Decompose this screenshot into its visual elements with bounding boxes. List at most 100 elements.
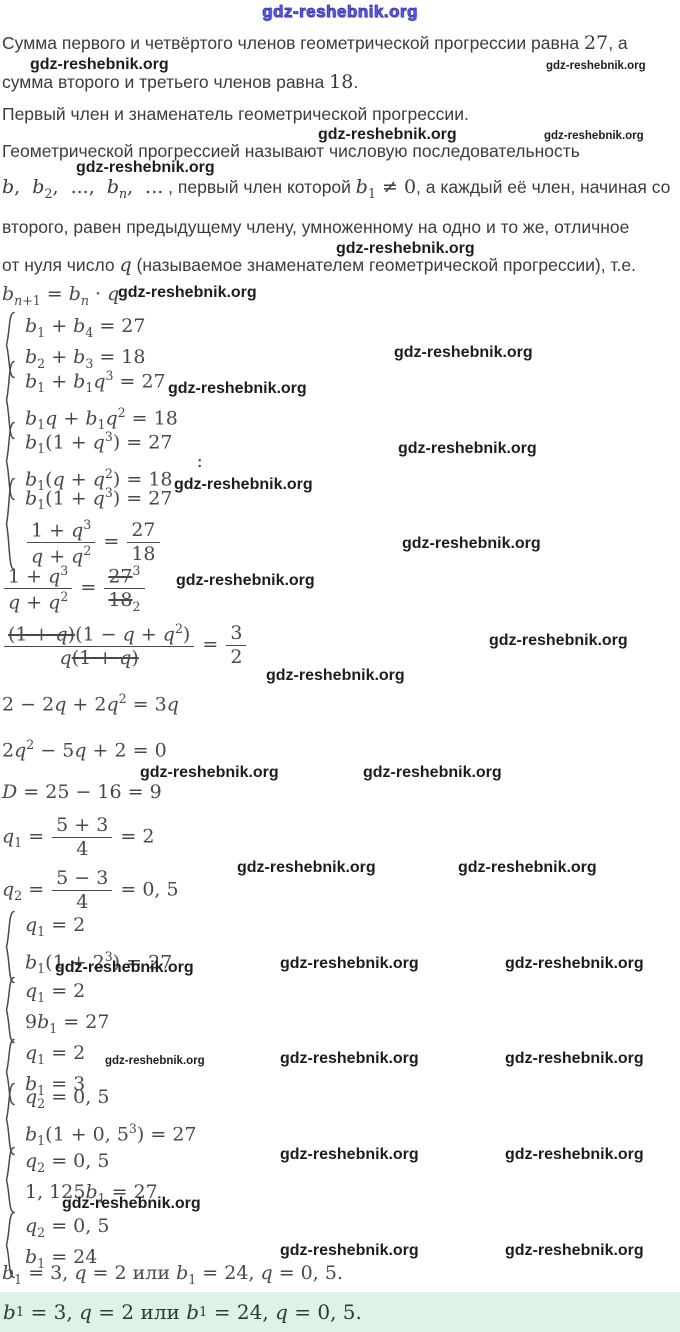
brace-icon (5, 976, 15, 1044)
math-line: b1 = 3, q = 2 или b1 = 24, q = 0, 5. (2, 1262, 343, 1287)
system-brace (2, 910, 16, 984)
watermark: gdz-reshebnik.org (402, 535, 541, 552)
brace-icon (5, 311, 15, 379)
watermark: gdz-reshebnik.org (280, 1050, 419, 1067)
brace-icon (5, 1082, 15, 1156)
system-brace (2, 1146, 16, 1214)
brace-icon (5, 910, 15, 984)
equation-system: q1 = 2 b1 = 3 (2, 1038, 85, 1106)
watermark: gdz-reshebnik.org (30, 56, 169, 73)
equation-system: q2 = 0, 5 b1(1 + 0, 53) = 27 (2, 1082, 197, 1156)
math-line: D = 25 − 16 = 9 (2, 781, 162, 803)
system-brace (2, 1082, 16, 1156)
watermark: gdz-reshebnik.org (76, 159, 215, 176)
watermark: gdz-reshebnik.org (318, 126, 457, 143)
brace-icon (5, 1211, 15, 1279)
watermark: gdz-reshebnik.org (505, 1050, 644, 1067)
equation-row: b1 + b4 = 27 (25, 315, 146, 340)
watermark: gdz-reshebnik.org (140, 764, 279, 781)
equation-system: q2 = 0, 5 b1 = 24 (2, 1211, 109, 1279)
paragraph-line: сумма второго и третьего членов равна 18… (2, 71, 359, 93)
equation-row: b1 + b1q3 = 27 (25, 367, 166, 395)
brace-icon (5, 477, 15, 571)
paragraph-line: Сумма первого и четвёртого членов геомет… (2, 32, 628, 54)
watermark: gdz-reshebnik.org (544, 130, 644, 142)
watermark: gdz-reshebnik.org (280, 955, 419, 972)
equation-row: b1(1 + q3) = 27 (25, 484, 173, 512)
brace-icon (5, 1038, 15, 1106)
brace-icon (5, 360, 15, 440)
watermark: gdz-reshebnik.org (398, 440, 537, 457)
watermark: gdz-reshebnik.org (55, 959, 194, 976)
watermark: gdz-reshebnik.org (336, 240, 475, 257)
equation-row: b1q + b1q2 = 18 (25, 405, 178, 433)
watermark: gdz-reshebnik.org (62, 1195, 201, 1212)
equation-row: q2 = 0, 5 (25, 1086, 110, 1111)
equation-system: q1 = 2 b1(1 + 23) = 27 (2, 910, 172, 984)
math-line: 2q2 − 5q + 2 = 0 (2, 737, 167, 762)
system-brace (2, 1211, 16, 1279)
watermark: gdz-reshebnik.org (266, 667, 405, 684)
equation-row: b1 = 3 (25, 1073, 86, 1098)
math-line: 1 + q3 q + q2 = 273 182 (2, 563, 147, 614)
equation-row: b1 = 24 (25, 1246, 98, 1271)
equation-row: 9b1 = 27 (25, 1011, 110, 1036)
watermark: gdz-reshebnik.org (363, 764, 502, 781)
equation-system: q1 = 2 9b1 = 27 (2, 976, 109, 1044)
equation-row: q2 = 0, 5 (25, 1215, 110, 1240)
equation-system: b1(1 + q3) = 27 1 + q3 q + q2 = 27 18 (2, 477, 172, 571)
equation-system: b1 + b4 = 27 b2 + b3 = 18 (2, 311, 146, 379)
system-brace (2, 311, 16, 379)
math-line: bn+1 = bn · q (2, 283, 120, 308)
equation-system: q2 = 0, 5 1, 125b1 = 27 (2, 1146, 158, 1214)
equation-row: b1(q + q2) = 18 (25, 466, 173, 494)
site-logo: gdz-reshebnik.org (262, 2, 418, 22)
equation-row: b1(1 + 23) = 27 (25, 948, 173, 976)
watermark: gdz-reshebnik.org (280, 1242, 419, 1259)
system-brace (2, 360, 16, 440)
equation-system: b1 + b1q3 = 27 b1q + b1q2 = 18 (2, 360, 178, 440)
system-brace (2, 421, 16, 501)
watermark: gdz-reshebnik.org (168, 380, 307, 397)
watermark: gdz-reshebnik.org (118, 284, 257, 301)
paragraph-line: второго, равен предыдущему члену, умноже… (2, 217, 630, 237)
watermark: gdz-reshebnik.org (394, 344, 533, 361)
equation-row: b1(1 + q3) = 27 (25, 428, 173, 456)
watermark: gdz-reshebnik.org (458, 859, 597, 876)
watermark: gdz-reshebnik.org (505, 1242, 644, 1259)
paragraph-line: Первый член и знаменатель геометрической… (2, 104, 469, 124)
equation-row: q1 = 2 (25, 980, 86, 1005)
watermark: gdz-reshebnik.org (237, 859, 376, 876)
equation-row: 1, 125b1 = 27 (25, 1181, 158, 1206)
watermark: gdz-reshebnik.org (280, 1146, 419, 1163)
equation-row: b2 + b3 = 18 (25, 346, 146, 371)
equation-row: b1(1 + 0, 53) = 27 (25, 1120, 197, 1148)
equation-row: q1 = 2 (25, 1042, 86, 1067)
system-brace (2, 1038, 16, 1106)
divide-colon: : (196, 450, 203, 472)
paragraph-line: b, b2, ..., bn, ... , первый член которо… (2, 176, 671, 201)
watermark: gdz-reshebnik.org (174, 476, 313, 493)
equation-row: 1 + q3 q + q2 = 27 18 (25, 517, 172, 568)
equation-row: q1 = 2 (25, 914, 86, 939)
brace-icon (5, 1146, 15, 1214)
paragraph-line: от нуля число q (называемое знаменателем… (2, 254, 636, 276)
watermark: gdz-reshebnik.org (176, 572, 315, 589)
watermark: gdz-reshebnik.org (505, 1146, 644, 1163)
watermark: gdz-reshebnik.org (505, 955, 644, 972)
watermark: gdz-reshebnik.org (105, 1055, 205, 1067)
equation-row: q2 = 0, 5 (25, 1150, 110, 1175)
system-brace (2, 976, 16, 1044)
paragraph-line: Геометрической прогрессией называют числ… (2, 141, 580, 161)
brace-icon (5, 421, 15, 501)
math-line: 2 − 2q + 2q2 = 3q (2, 691, 179, 716)
equation-system: b1(1 + q3) = 27 b1(q + q2) = 18: (2, 421, 203, 501)
system-brace (2, 477, 16, 571)
watermark: gdz-reshebnik.org (546, 60, 646, 72)
watermark: gdz-reshebnik.org (489, 632, 628, 649)
